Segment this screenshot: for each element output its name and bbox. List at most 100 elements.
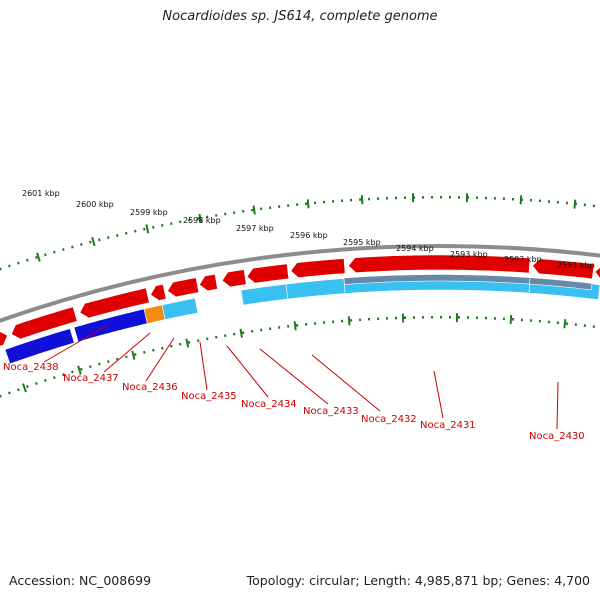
minor-tick	[26, 385, 29, 389]
reverse-strand-genes	[4, 274, 600, 365]
major-tick	[131, 350, 136, 360]
major-tick	[145, 224, 150, 234]
forward-gene-arrow	[79, 287, 150, 319]
forward-gene-arrow	[221, 269, 247, 288]
minor-tick	[98, 362, 101, 366]
major-tick	[91, 237, 96, 247]
minor-tick	[152, 348, 155, 352]
label-leader-line	[311, 354, 381, 412]
minor-tick	[44, 253, 47, 257]
label-leader-line	[103, 332, 151, 373]
major-tick	[519, 195, 523, 205]
minor-tick	[107, 360, 110, 364]
gene-label[interactable]: Noca_2435	[181, 391, 237, 402]
minor-tick	[80, 243, 83, 247]
forward-gene-arrow	[0, 331, 8, 347]
kbp-tick-labels: 2601 kbp 2600 kbp 2599 kbp 2598 kbp 2597 kbp…	[22, 189, 595, 270]
minor-tick	[89, 365, 92, 369]
gene-label[interactable]: Noca_2430	[529, 431, 585, 442]
major-tick	[36, 252, 41, 262]
minor-tick	[26, 258, 29, 262]
kbp-tick-label: 2601 kbp	[22, 189, 60, 198]
major-tick	[252, 205, 256, 215]
kbp-tick-label: 2598 kbp	[183, 216, 221, 225]
major-tick	[293, 321, 297, 331]
outer-tick-ring	[0, 193, 595, 271]
minor-tick	[116, 233, 119, 237]
kbp-tick-label: 2594 kbp	[396, 244, 434, 253]
reverse-gene-block	[240, 283, 289, 306]
gene-label-leaders	[43, 325, 559, 430]
minor-tick	[17, 388, 20, 392]
map-title: Nocardioides sp. JS614, complete genome	[162, 9, 438, 24]
minor-tick	[134, 353, 137, 357]
forward-gene-arrow	[150, 283, 167, 301]
kbp-tick-label: 2593 kbp	[450, 250, 488, 259]
inner-tick-ring	[0, 313, 595, 398]
major-tick	[239, 328, 243, 338]
major-tick	[573, 199, 577, 209]
minor-tick	[8, 391, 11, 395]
reverse-gene-overlay	[529, 277, 593, 291]
kbp-tick-label: 2600 kbp	[76, 200, 114, 209]
genome-backbone	[0, 244, 600, 323]
gene-label[interactable]: Noca_2432	[361, 414, 417, 425]
major-tick	[360, 195, 364, 205]
reverse-gene-block	[161, 297, 199, 320]
gene-label[interactable]: Noca_2431	[420, 420, 476, 431]
minor-tick	[125, 231, 128, 235]
label-leader-line	[433, 370, 444, 419]
label-leader-line	[556, 381, 559, 430]
major-tick	[198, 213, 203, 224]
minor-tick	[161, 346, 164, 350]
major-tick	[306, 199, 310, 209]
reverse-gene-block	[285, 278, 346, 300]
minor-tick	[53, 250, 56, 254]
minor-tick	[44, 378, 47, 382]
minor-tick	[8, 264, 11, 268]
kbp-tick-label: 2592 kbp	[504, 255, 542, 264]
kbp-tick-label: 2596 kbp	[290, 231, 328, 240]
major-tick	[509, 314, 513, 325]
minor-tick	[89, 240, 92, 244]
label-leader-line	[43, 325, 107, 363]
reverse-gene-block	[143, 304, 166, 324]
forward-gene-arrow	[290, 258, 346, 279]
kbp-tick-label: 2595 kbp	[343, 238, 381, 247]
minor-tick	[170, 344, 173, 348]
minor-tick	[161, 224, 164, 227]
minor-tick	[17, 261, 20, 265]
gene-label[interactable]: Noca_2436	[122, 382, 178, 393]
forward-gene-arrow	[198, 273, 218, 292]
forward-strand-genes	[0, 254, 600, 347]
forward-gene-arrow	[11, 306, 78, 340]
genome-summary-text: Topology: circular; Length: 4,985,871 bp…	[246, 573, 590, 588]
minor-tick	[152, 225, 155, 229]
gene-label[interactable]: Noca_2433	[303, 406, 359, 417]
gene-label[interactable]: Noca_2437	[63, 373, 119, 384]
gene-label[interactable]: Noca_2434	[241, 399, 297, 410]
forward-gene-arrow	[594, 267, 600, 279]
major-tick	[22, 383, 27, 393]
forward-gene-arrow	[348, 254, 531, 274]
major-tick	[185, 338, 190, 348]
minor-tick	[53, 376, 56, 380]
minor-tick	[125, 355, 128, 359]
minor-tick	[35, 255, 38, 259]
minor-tick	[71, 370, 74, 374]
label-leader-line	[226, 345, 269, 398]
major-tick	[347, 316, 351, 326]
accession-text: Accession: NC_008699	[9, 573, 152, 588]
forward-gene-arrow	[167, 277, 200, 298]
kbp-tick-label: 2597 kbp	[236, 224, 274, 233]
minor-tick	[80, 367, 83, 371]
minor-tick	[143, 350, 146, 354]
gene-label[interactable]: Noca_2438	[3, 362, 59, 373]
minor-tick	[0, 394, 2, 398]
minor-tick	[179, 342, 182, 346]
minor-tick	[71, 245, 74, 249]
label-leader-line	[199, 341, 208, 391]
